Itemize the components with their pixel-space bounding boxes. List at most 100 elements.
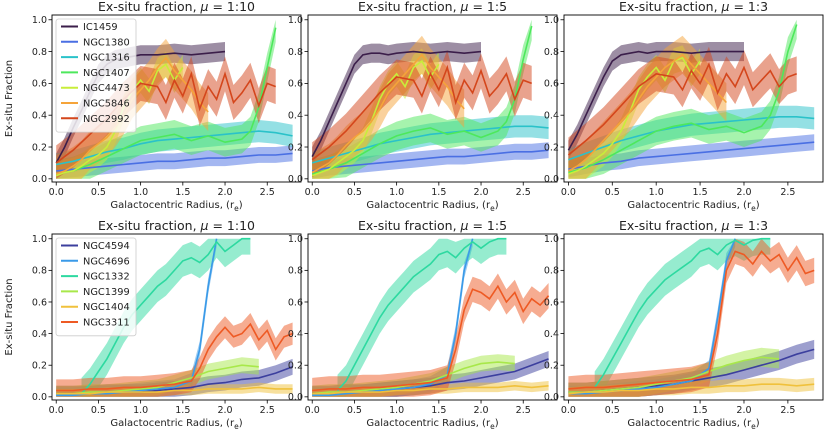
y-tick-label: 1.0 [544,15,559,26]
y-tick-label: 0.2 [288,142,303,153]
x-tick-label: 1.5 [431,187,446,198]
panel-2: 0.0 0.5 1.0 1.5 2.0 2.5 0.0 0.2 0.4 0.6 0.8 1.0 Ex-s… [288,0,558,213]
y-tick-label: 0.0 [32,392,47,403]
y-axis-label: Ex-situ Fraction [4,60,15,137]
y-tick-label: 0.8 [32,47,47,58]
y-tick-label: 1.0 [288,15,303,26]
y-tick-label: 0.6 [32,297,47,308]
y-tick-label: 0.2 [32,142,47,153]
line-NGC1404 [568,383,815,395]
xlabel-text: Galactocentric Radius, (r [366,200,491,211]
xlabel-sub: e [751,204,756,213]
y-tick-label: 0.0 [32,174,47,185]
legend-label: NGC4473 [83,83,130,94]
x-tick-label: 0.5 [347,187,362,198]
plot-area [567,19,815,179]
y-tick-label: 0.0 [288,392,303,403]
line-NGC1332 [80,237,251,395]
x-tick-label: 1.0 [389,187,404,198]
x-tick-label: 2.5 [780,405,795,416]
line-NGC4473 [568,56,701,175]
band-IC1459 [568,42,744,160]
y-tick-label: 0.2 [32,361,47,372]
x-tick-label: 1.5 [693,187,708,198]
plot-area [56,237,293,397]
line-NGC5846 [311,53,465,174]
x-axis-label: Galactocentric Radius, (re) [627,418,759,431]
x-axis-label: Galactocentric Radius, (re) [366,418,498,431]
x-tick-label: 0.5 [605,187,620,198]
band-IC1459 [312,42,481,167]
y-tick-label: 0.0 [544,174,559,185]
panel-1: 0.0 0.5 1.0 1.5 2.0 2.5 0.0 0.2 0.4 0.6 0.8 1.0 Ex-s… [4,0,302,213]
x-tick-label: 1.5 [431,405,446,416]
line-NGC1380 [56,152,293,172]
line-IC1459 [567,50,744,151]
x-axis-label: Galactocentric Radius, (re) [110,418,242,431]
x-tick-label: 2.0 [473,187,488,198]
line-NGC1404 [56,386,293,395]
xlabel-close: ) [756,418,760,429]
xlabel-text: Galactocentric Radius, (r [627,418,752,429]
plot-area [312,237,550,397]
title-ratio: = 1:5 [468,218,507,233]
y-tick-label: 0.4 [544,111,559,122]
title-ratio: = 1:3 [729,218,768,233]
line-NGC1407 [56,27,277,175]
xlabel-close: ) [495,200,499,211]
y-tick-label: 0.4 [288,111,303,122]
band-NGC1380 [312,142,549,179]
xlabel-sub: e [490,422,495,431]
title-prefix: Ex-situ fraction, [619,218,722,233]
xlabel-close: ) [756,200,760,211]
line-NGC1380 [568,141,815,171]
x-tick-label: 1.0 [133,405,148,416]
line-NGC1399 [56,364,259,395]
legend-label: NGC4696 [83,256,130,267]
x-tick-label: 1.0 [389,405,404,416]
panel-title: Ex-situ fraction, μ = 1:10 [98,0,255,14]
panel-6: 0.0 0.5 1.0 1.5 2.0 2.5 0.0 0.2 0.4 0.6 0.8 1.0 Ex-s… [544,218,824,431]
x-tick-label: 0.5 [91,187,106,198]
y-tick-label: 0.6 [288,79,303,90]
line-NGC3311 [568,250,815,390]
xlabel-close: ) [239,200,243,211]
axes-frame [563,14,824,183]
line-NGC2992 [567,62,797,156]
title-prefix: Ex-situ fraction, [358,0,461,14]
x-tick-label: 2.5 [260,187,275,198]
title-mu: μ [460,0,469,14]
xlabel-text: Galactocentric Radius, (r [110,418,235,429]
legend-label: NGC1404 [83,302,130,313]
x-tick-label: 2.0 [217,187,232,198]
band-NGC3311 [56,313,293,397]
line-NGC4696 [312,238,474,397]
x-tick-label: 2.0 [217,405,232,416]
x-tick-label: 0.0 [305,187,320,198]
legend-label: NGC1399 [83,287,130,298]
line-NGC3311 [312,284,550,392]
y-tick-label: 0.8 [288,47,303,58]
plot-area [568,237,815,397]
xlabel-text: Galactocentric Radius, (r [110,200,235,211]
xlabel-sub: e [490,204,495,213]
y-tick-label: 0.4 [288,329,303,340]
y-tick-label: 0.2 [544,142,559,153]
title-ratio: = 1:10 [209,0,256,14]
title-prefix: Ex-situ fraction, [98,218,201,233]
legend-label: NGC1407 [83,68,130,79]
plot-area [311,19,549,179]
x-tick-label: 1.0 [649,405,664,416]
xlabel-text: Galactocentric Radius, (r [627,200,752,211]
title-mu: μ [721,218,730,233]
axes-frame [563,233,824,401]
line-NGC1332 [594,237,771,388]
xlabel-sub: e [234,204,239,213]
y-tick-label: 0.6 [32,79,47,90]
y-tick-label: 0.0 [288,174,303,185]
y-tick-label: 1.0 [32,234,47,245]
panel-title: Ex-situ fraction, μ = 1:5 [358,0,507,14]
x-tick-label: 0.0 [305,405,320,416]
panel-3: 0.0 0.5 1.0 1.5 2.0 2.5 0.0 0.2 0.4 0.6 0.8 1.0 Ex-s… [544,0,824,213]
y-tick-label: 0.8 [544,266,559,277]
